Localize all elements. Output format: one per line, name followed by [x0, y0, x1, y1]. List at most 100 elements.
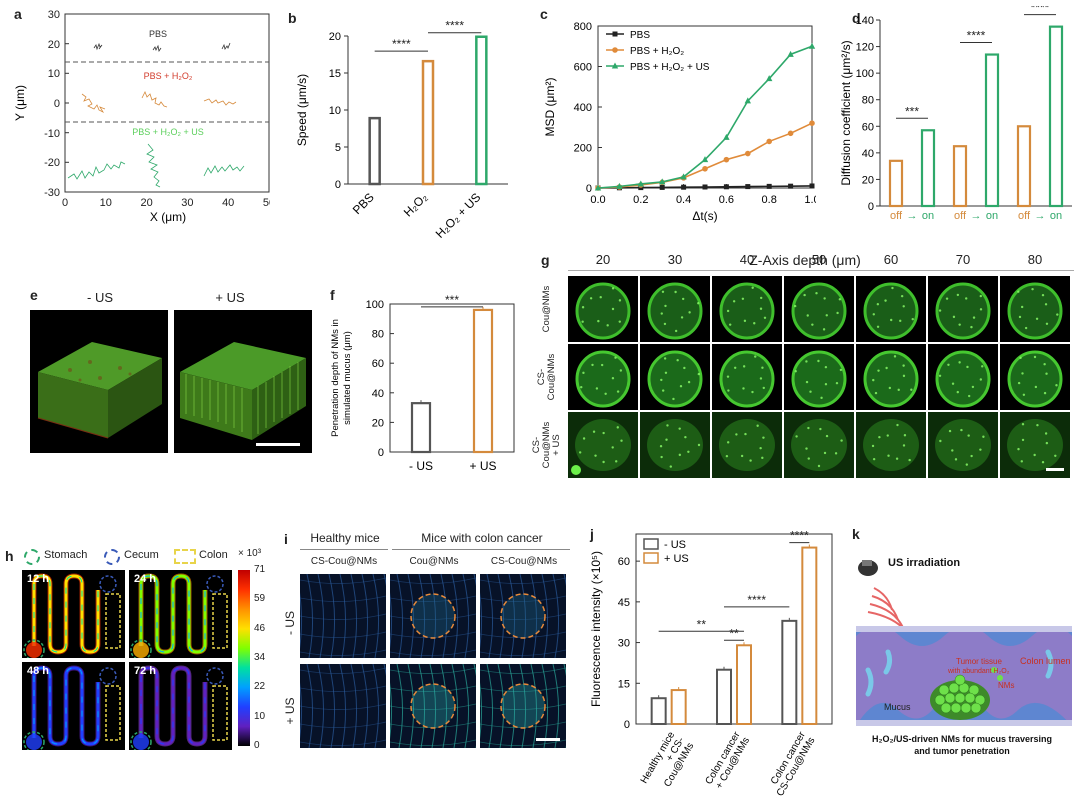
fluorescent-spot [1031, 287, 1034, 291]
tissue-fold [541, 574, 549, 658]
fluorescent-spot [1044, 432, 1048, 435]
tissue-fold [300, 721, 386, 728]
fluorescence-image-tile: 12 h [22, 570, 125, 658]
bar [952, 145, 968, 208]
x-tick: 50 [263, 197, 270, 209]
y-tick-label: 15 [329, 68, 341, 80]
tissue-fold [300, 685, 386, 692]
tissue-image-tile [390, 664, 476, 748]
tissue-fold [563, 574, 566, 658]
fluorescent-spot [803, 293, 806, 297]
fluorescent-spot [825, 434, 829, 438]
significance-label: ** [697, 617, 707, 631]
spheroid [647, 419, 703, 471]
colorbar-tick: 71 [254, 564, 266, 575]
tissue-fold [350, 574, 358, 658]
tissue-fold [300, 595, 386, 602]
fluorescent-spot [809, 390, 812, 393]
fluorescent-spot [876, 325, 880, 328]
colorbar-tick: 0 [254, 740, 260, 751]
bar [736, 644, 752, 725]
data-point [744, 97, 751, 104]
spheroid [791, 282, 847, 340]
x-tick-label: 0.0 [590, 194, 605, 206]
fluorescent-spot [793, 304, 797, 308]
fluorescent-spot [756, 424, 759, 427]
fluorescent-spot [661, 389, 665, 392]
tumor-nanomotor-cluster [930, 667, 1003, 720]
arrow-icon: → [971, 210, 982, 222]
y-tick-label: 0 [868, 201, 874, 213]
trajectory [221, 42, 231, 50]
panel-h-imaging-grid: 12 h 24 h 48 h 72 h [22, 570, 232, 750]
tissue-fold [300, 703, 386, 710]
stomach-signal [26, 734, 42, 750]
fluorescent-spot [970, 454, 973, 458]
fluorescent-spot [592, 430, 596, 433]
data-point [787, 130, 794, 137]
fluorescent-spot [753, 322, 756, 325]
plot-frame [64, 13, 270, 193]
data-point [702, 184, 708, 190]
trajectory [152, 44, 162, 53]
fluorescent-spot [960, 428, 963, 432]
header-rule [392, 549, 570, 550]
spheroid [935, 282, 991, 340]
fluorescent-spot [754, 355, 757, 358]
fluorescent-spot [620, 439, 623, 442]
fluorescent-spot [877, 369, 880, 372]
arrow-icon: → [907, 210, 918, 222]
fluorescent-spot [979, 448, 982, 451]
data-point [594, 184, 602, 191]
x-tick: 20 [140, 197, 152, 209]
tissue-image-tile [300, 664, 386, 748]
tissue-fold [473, 574, 476, 658]
fluorescent-spot [807, 426, 810, 430]
fluorescent-spot [611, 307, 615, 311]
x-tick-label: - US [409, 459, 433, 473]
legend-label: - US [664, 539, 686, 551]
colon-marker-icon [105, 685, 121, 741]
fluorescent-spot [611, 377, 615, 380]
data-point [659, 184, 665, 190]
y-tick-label: 10 [329, 105, 341, 117]
fluorescent-spot [794, 369, 797, 373]
legend-marker [612, 31, 618, 37]
fluorescent-spot [911, 317, 914, 321]
spheroid [935, 419, 991, 471]
fluorescent-spot [762, 386, 765, 390]
tissue-image-tile [300, 574, 386, 658]
fluorescent-spot [838, 298, 842, 301]
colon-marker-icon [212, 685, 228, 741]
tissue-fold [480, 667, 566, 674]
bar [1048, 25, 1064, 208]
x-tick-label: off [954, 210, 967, 222]
fluorescent-spot [966, 365, 969, 369]
panel-label-j: j [590, 526, 594, 542]
pbs-trajectories [93, 42, 231, 53]
fluorescent-spot [726, 375, 730, 378]
row-label: CS- Cou@NMs + US [530, 412, 564, 478]
fluorescent-spot [902, 444, 906, 447]
x-tick-label: 0.8 [762, 194, 777, 206]
fluorescent-spot [825, 314, 828, 317]
fluorescent-spot [951, 449, 954, 452]
fluorescent-spot [958, 323, 961, 326]
tissue-fold [390, 685, 476, 692]
depth-label: 50 [811, 252, 827, 267]
tissue-fold [396, 664, 404, 748]
y-ticks: 30 20 10 0 -10 -20 -30 [44, 9, 69, 199]
intestine-trace [140, 667, 206, 745]
fluorescent-spot [595, 387, 599, 390]
spheroid [863, 419, 919, 471]
stomach-marker-icon [23, 731, 45, 750]
fluorescent-spot [835, 381, 839, 385]
microscopy-tile [856, 276, 926, 342]
bar [781, 619, 798, 725]
cecum-legend-icon [104, 549, 120, 565]
fluorescent-spot [888, 386, 892, 390]
fluorescent-spot [817, 464, 821, 468]
microscopy-tile [712, 412, 782, 478]
x-tick-label: 0.2 [633, 194, 648, 206]
fluorescent-spot [687, 380, 691, 384]
